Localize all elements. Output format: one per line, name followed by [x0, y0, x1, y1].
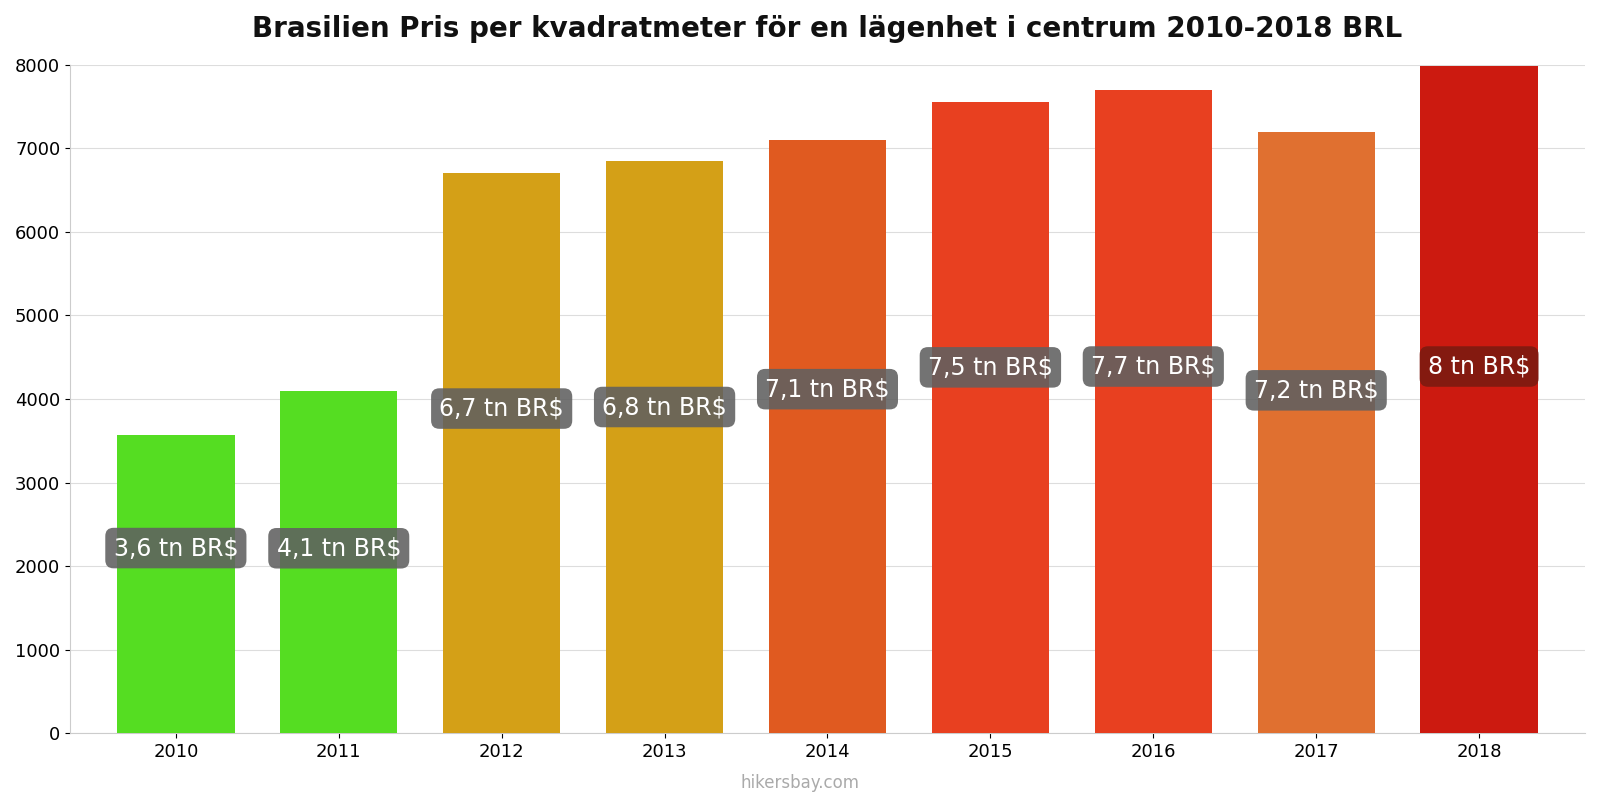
Text: 3,6 tn BR$: 3,6 tn BR$: [114, 536, 238, 560]
Text: 6,7 tn BR$: 6,7 tn BR$: [440, 397, 563, 421]
Text: hikersbay.com: hikersbay.com: [741, 774, 859, 792]
Bar: [931, 102, 1050, 734]
Text: 8 tn BR$: 8 tn BR$: [1427, 354, 1530, 378]
Text: 7,1 tn BR$: 7,1 tn BR$: [765, 377, 890, 401]
Text: 6,8 tn BR$: 6,8 tn BR$: [602, 395, 726, 419]
Text: 7,5 tn BR$: 7,5 tn BR$: [928, 355, 1053, 379]
Text: 4,1 tn BR$: 4,1 tn BR$: [277, 536, 402, 560]
Text: 7,2 tn BR$: 7,2 tn BR$: [1254, 378, 1379, 402]
Title: Brasilien Pris per kvadratmeter för en lägenhet i centrum 2010-2018 BRL: Brasilien Pris per kvadratmeter för en l…: [253, 15, 1403, 43]
Bar: [1421, 66, 1538, 734]
Bar: [443, 174, 560, 734]
Bar: [1094, 90, 1211, 734]
Bar: [117, 434, 235, 734]
Bar: [280, 390, 397, 734]
Bar: [770, 140, 886, 734]
Bar: [606, 161, 723, 734]
Text: 7,7 tn BR$: 7,7 tn BR$: [1091, 354, 1216, 378]
Bar: [1258, 132, 1374, 734]
